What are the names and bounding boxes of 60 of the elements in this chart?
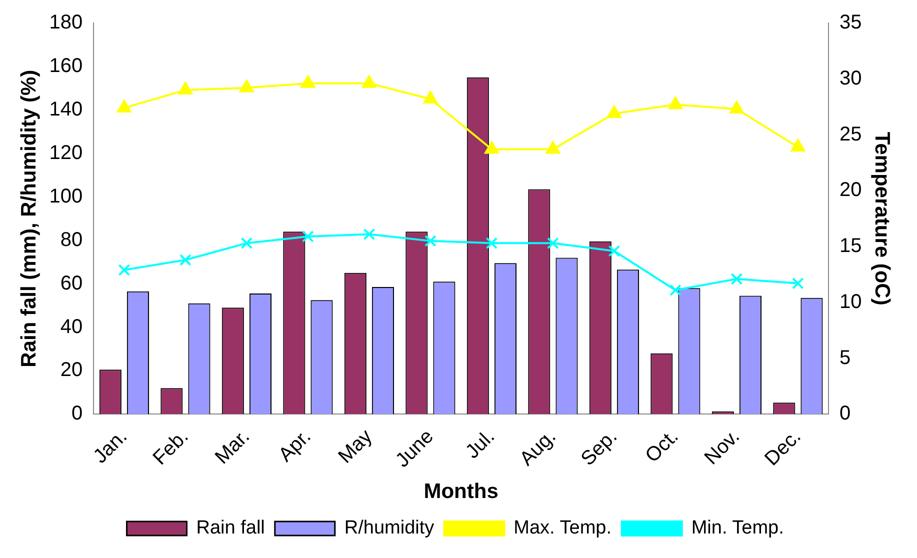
y-axis-title: Rain fall (mm), R/humidity (%): [17, 70, 40, 368]
y-tick-label: 20: [60, 359, 83, 382]
point: [669, 284, 682, 296]
y2-tick-label: 15: [840, 235, 862, 258]
legend-label: R/humidity: [344, 518, 435, 539]
y2-tick-label: 35: [840, 12, 862, 34]
point: [118, 264, 130, 276]
point: [608, 245, 620, 257]
y-tick-label: 180: [49, 12, 83, 34]
point: [300, 75, 315, 88]
x-tick-label: Apr.: [274, 426, 316, 466]
point: [546, 141, 560, 154]
x-tick-label: Jul.: [462, 426, 500, 464]
point: [179, 254, 192, 266]
point: [240, 237, 253, 250]
point: [546, 237, 559, 250]
point: [486, 237, 498, 250]
y-tick-label: 120: [49, 142, 83, 164]
point: [423, 91, 438, 104]
y-tick-label: 160: [49, 54, 83, 77]
y-tick-label: 40: [60, 316, 83, 338]
point: [730, 101, 744, 114]
x-tick-label: Aug.: [516, 426, 560, 470]
y2-tick-label: 20: [840, 179, 862, 202]
point: [730, 272, 743, 285]
x-tick-label: Dec.: [760, 426, 806, 470]
x-tick-label: May: [334, 426, 377, 468]
y2-tick-label: 25: [840, 123, 862, 146]
point: [790, 139, 805, 152]
point: [424, 234, 436, 247]
point: [240, 80, 254, 92]
y-tick-label: 0: [71, 402, 83, 425]
x-tick-label: Sep.: [576, 426, 622, 470]
point: [363, 228, 376, 240]
y2-tick-label: 30: [840, 67, 862, 90]
y2-tick-label: 5: [840, 346, 851, 369]
y2-axis-title: Temperature (oC): [870, 132, 894, 306]
legend-label: Rain fall: [196, 518, 265, 539]
x-tick-label: Nov.: [700, 426, 744, 470]
point: [178, 82, 193, 95]
x-axis-title: Months: [424, 480, 498, 504]
legend-label: Min. Temp.: [691, 518, 784, 539]
point: [302, 230, 314, 242]
point: [607, 106, 622, 118]
x-tick-label: Oct.: [641, 426, 683, 468]
point: [362, 75, 376, 88]
y-tick-label: 100: [49, 185, 83, 208]
point: [792, 277, 804, 290]
x-tick-label: Feb.: [149, 426, 193, 470]
y-tick-label: 80: [60, 228, 83, 251]
y2-tick-label: 0: [840, 402, 851, 425]
point: [668, 96, 682, 110]
y-tick-label: 60: [60, 272, 83, 294]
y2-tick-label: 10: [840, 290, 862, 313]
point: [117, 100, 132, 112]
x-tick-label: Jan.: [89, 426, 132, 468]
point: [484, 141, 499, 154]
x-tick-label: Mar.: [211, 426, 254, 469]
legend-label: Max. Temp.: [514, 518, 612, 539]
y-tick-label: 140: [49, 98, 83, 120]
